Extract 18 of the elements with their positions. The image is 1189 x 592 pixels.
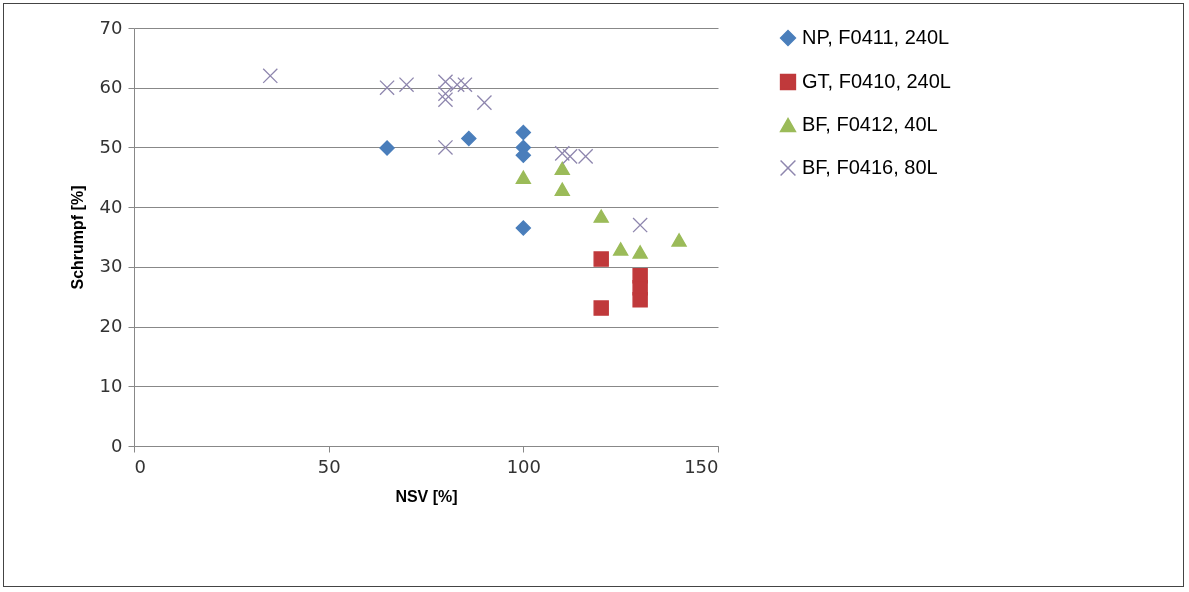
y-axis-title: Schrumpf [%] (68, 185, 86, 290)
y-tick-label: 40 (99, 195, 123, 217)
legend-label: BF, F0412, 40L (802, 113, 938, 135)
legend-label: GT, F0410, 240L (802, 70, 951, 92)
x-axis-title: NSV [%] (395, 487, 458, 505)
legend-label: BF, F0416, 80L (802, 156, 938, 178)
y-tick-label: 20 (99, 315, 123, 337)
x-tick-label: 0 (134, 455, 146, 477)
y-tick-label: 60 (99, 76, 123, 98)
x-tick-label: 50 (317, 455, 341, 477)
x-tick-label: 150 (684, 455, 719, 477)
y-tick-label: 50 (99, 135, 123, 157)
x-tick-label: 100 (506, 455, 542, 477)
y-tick-label: 70 (99, 16, 123, 38)
legend-label: NP, F0411, 240L (802, 26, 950, 48)
y-tick-label: 30 (99, 255, 123, 277)
y-tick-label: 0 (111, 434, 123, 456)
y-tick-label: 10 (99, 374, 123, 396)
